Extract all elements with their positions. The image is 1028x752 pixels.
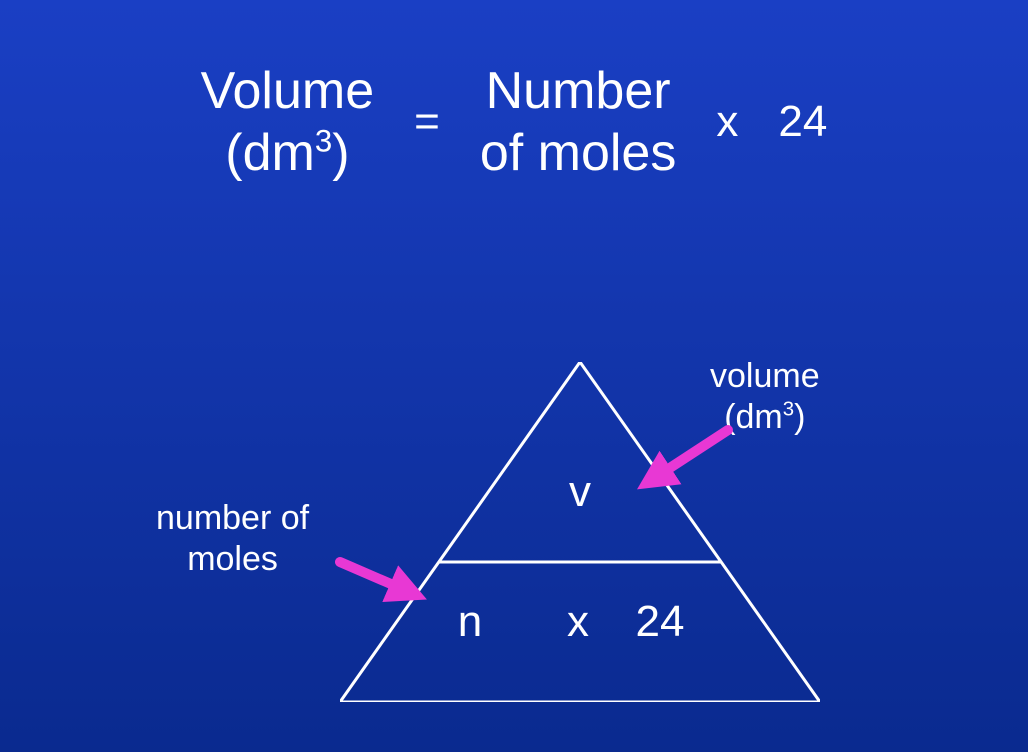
arrow-moles-icon [340, 562, 410, 592]
arrows-overlay [0, 0, 1028, 752]
arrow-volume-icon [652, 430, 728, 480]
